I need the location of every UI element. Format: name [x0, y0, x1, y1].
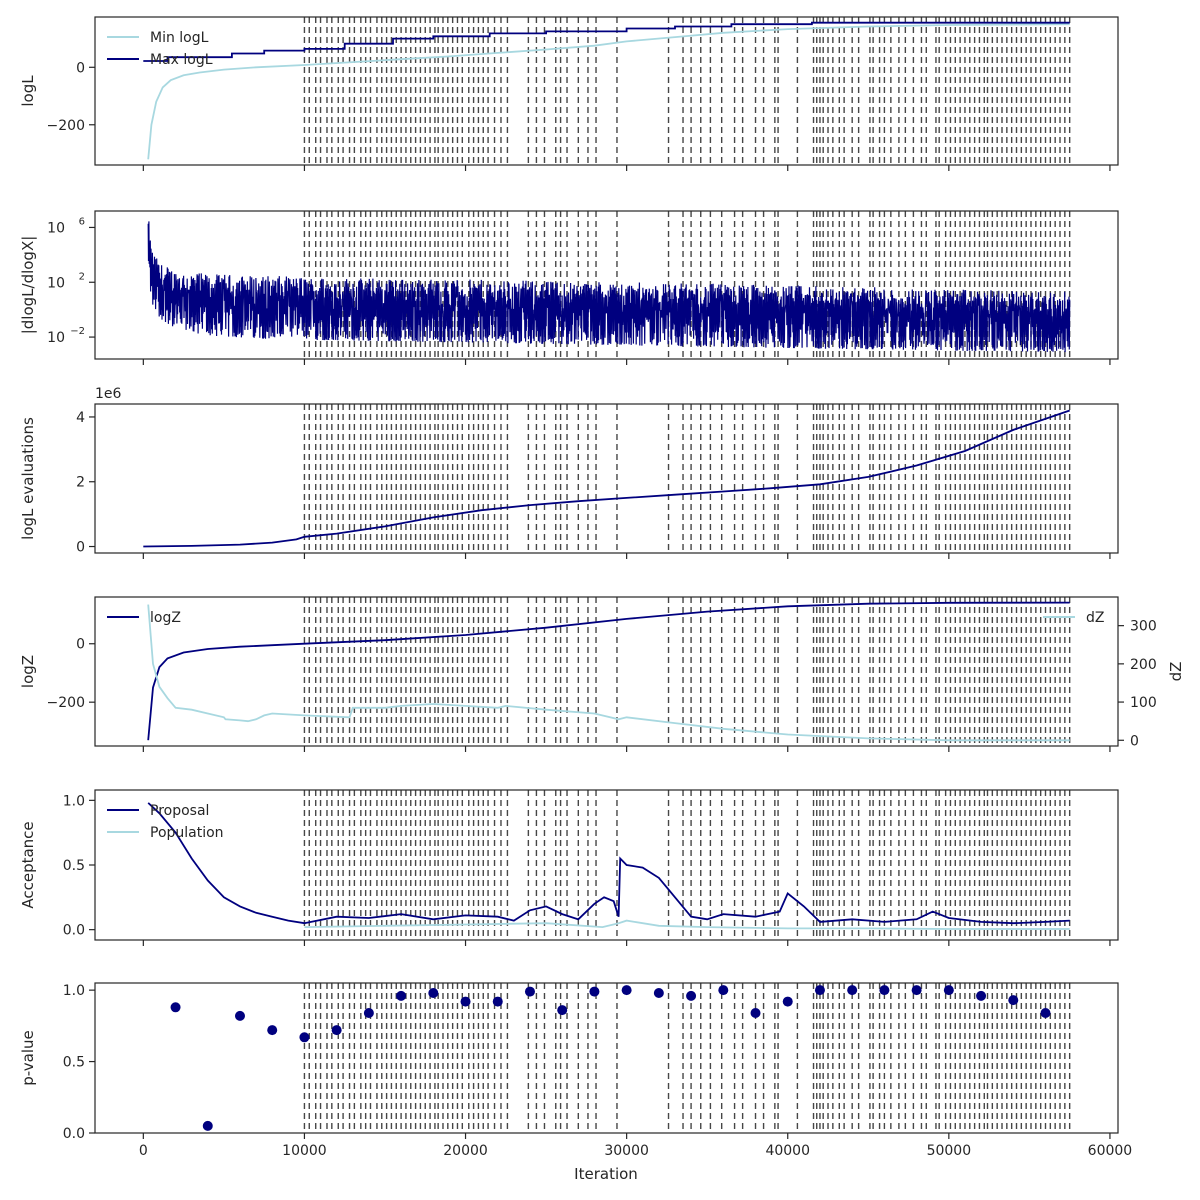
- y-axis-label: Acceptance: [19, 821, 37, 908]
- pvalue-point: [653, 988, 664, 998]
- y-tick-label: 10: [47, 330, 65, 346]
- y-axis-label: logZ: [19, 655, 37, 688]
- y-tick-label: 0: [76, 60, 85, 76]
- y-tick-exponent: 2: [79, 271, 85, 282]
- pvalue-point: [1008, 995, 1019, 1006]
- y-tick-label: 0.0: [63, 923, 85, 939]
- y2-tick-label: 100: [1130, 695, 1157, 711]
- y-axis-label: logL evaluations: [19, 417, 37, 540]
- pvalue-point: [234, 1010, 245, 1021]
- y-tick-label: 0.5: [63, 1055, 85, 1071]
- y-axis-label: |dlogL/dlogX|: [19, 236, 37, 335]
- pvalue-point: [943, 985, 954, 996]
- series-line-min-logl: [147, 23, 1070, 160]
- plot-area-pvalue: [170, 983, 1071, 1133]
- axes-frame: [94, 210, 1119, 360]
- x-tick-label: 0: [139, 1143, 148, 1159]
- series-line-max-logl: [143, 21, 1070, 62]
- y-offset-text: 1e6: [95, 386, 122, 402]
- y2-axis-label: dZ: [1167, 662, 1185, 682]
- y-tick-label: 0: [76, 637, 85, 653]
- panel-dlogl: 10 −2 10 2 10 6 |dlogL/dlogX|: [19, 210, 1119, 365]
- pvalue-point: [363, 1008, 374, 1018]
- y2-tick-label: 200: [1130, 657, 1157, 673]
- y-tick-label: 10: [47, 275, 65, 291]
- pvalue-point: [557, 1005, 568, 1016]
- axes-frame: [94, 596, 1119, 747]
- series-line-dlogl: [147, 221, 1071, 353]
- x-tick-label: 60000: [1088, 1143, 1133, 1159]
- pvalue-point: [814, 985, 825, 996]
- legend-label: Population: [150, 825, 224, 841]
- y-axis-label: p-value: [19, 1030, 37, 1086]
- plot-area-acceptance: [147, 790, 1071, 940]
- plot-area-logz: [147, 597, 1071, 746]
- pvalue-point: [170, 1002, 181, 1013]
- y-tick-label: 0.0: [63, 1126, 85, 1142]
- pvalue-point: [202, 1120, 213, 1131]
- y-tick-exponent: 6: [79, 216, 85, 227]
- series-line-evals: [143, 409, 1070, 548]
- pvalue-point: [911, 985, 922, 996]
- legend-label: logZ: [150, 610, 181, 626]
- pvalue-point: [718, 985, 729, 996]
- x-tick-label: 40000: [765, 1143, 810, 1159]
- pvalue-point: [460, 996, 471, 1007]
- pvalue-point: [267, 1025, 278, 1036]
- legend-label: dZ: [1086, 610, 1104, 626]
- pvalue-point: [879, 985, 890, 996]
- panel-acceptance: 0.0 0.5 1.0 Acceptance Proposal Population: [19, 789, 1119, 946]
- legend-label: Proposal: [150, 803, 209, 819]
- y2-tick-label: 0: [1130, 733, 1139, 749]
- x-tick-label: 50000: [927, 1143, 972, 1159]
- y-tick-label: 0.5: [63, 858, 85, 874]
- panel-logl: −200 0 logL Min logL Max logL: [19, 16, 1119, 171]
- y-tick-label: 2: [76, 475, 85, 491]
- y-tick-label: 1.0: [63, 983, 85, 999]
- x-tick-label: 30000: [604, 1143, 649, 1159]
- pvalue-point: [299, 1032, 310, 1043]
- x-axis-label: Iteration: [574, 1165, 638, 1183]
- pvalue-point: [621, 985, 632, 996]
- panel-pvalue: 0 10000 20000 30000 40000 50000 60000 0.0 0.5 1.0…: [19, 982, 1133, 1159]
- pvalue-point: [331, 1025, 342, 1036]
- legend-label: Max logL: [150, 52, 213, 68]
- axes-frame: [94, 403, 1119, 554]
- y-tick-exponent: −2: [70, 326, 85, 337]
- y-tick-label: −200: [47, 118, 85, 134]
- pvalue-point: [750, 1008, 761, 1018]
- series-line-population: [304, 919, 1070, 930]
- axes-frame: [94, 16, 1119, 166]
- panel-logz: −200 0 0 100 200 300 dZ logZ logZ dZ: [19, 596, 1185, 752]
- pvalue-point: [589, 986, 600, 997]
- series-line-dz: [147, 604, 1070, 742]
- legend-label: Min logL: [150, 30, 209, 46]
- pvalue-point: [782, 996, 793, 1007]
- panel-evals: 0 2 4 1e6 logL evaluations: [19, 386, 1119, 559]
- x-tick-label: 20000: [443, 1143, 488, 1159]
- y2-tick-label: 300: [1130, 619, 1157, 635]
- pvalue-point: [847, 985, 858, 996]
- pvalue-point: [428, 988, 439, 998]
- pvalue-point: [1040, 1008, 1051, 1018]
- y-axis-label: logL: [19, 75, 37, 107]
- plot-area-evals: [143, 404, 1071, 553]
- pvalue-point: [492, 996, 503, 1007]
- x-tick-label: 10000: [282, 1143, 327, 1159]
- y-tick-label: 0: [76, 540, 85, 556]
- pvalue-point: [686, 990, 697, 1001]
- plot-area-logl: [143, 17, 1071, 165]
- y-tick-label: 4: [76, 410, 85, 426]
- series-line-proposal: [147, 802, 1070, 925]
- plot-area-dlogl: [147, 211, 1071, 359]
- series-line-logz: [147, 601, 1070, 741]
- axes-frame: [94, 982, 1119, 1134]
- y-tick-label: 1.0: [63, 793, 85, 809]
- y-tick-label: 10: [47, 220, 65, 236]
- pvalue-point: [396, 990, 407, 1001]
- pvalue-point: [976, 990, 987, 1001]
- pvalue-point: [524, 986, 535, 997]
- y-tick-label: −200: [47, 695, 85, 711]
